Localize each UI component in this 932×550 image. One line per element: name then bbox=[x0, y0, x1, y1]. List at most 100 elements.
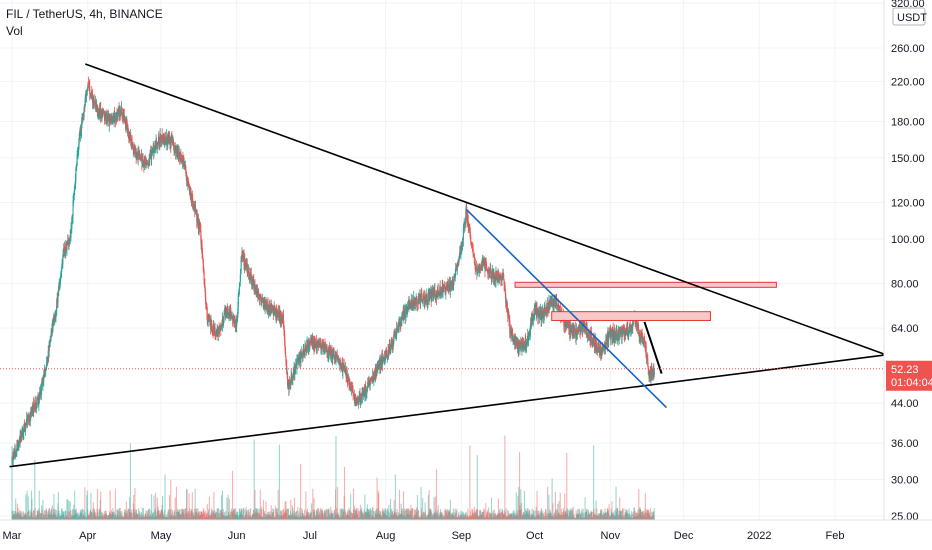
candle-body[interactable] bbox=[429, 293, 431, 300]
candle-body[interactable] bbox=[421, 298, 423, 303]
candle-body[interactable] bbox=[27, 418, 29, 422]
candle-body[interactable] bbox=[175, 149, 177, 152]
candle-body[interactable] bbox=[77, 150, 79, 154]
candle-body[interactable] bbox=[170, 139, 172, 146]
candle-body[interactable] bbox=[424, 296, 427, 301]
candle-body[interactable] bbox=[238, 291, 240, 295]
candle-body[interactable] bbox=[75, 167, 77, 180]
candle-body[interactable] bbox=[523, 346, 525, 348]
candle-body[interactable] bbox=[368, 383, 370, 387]
candle-body[interactable] bbox=[627, 334, 629, 336]
candle-body[interactable] bbox=[102, 113, 104, 117]
candle-body[interactable] bbox=[481, 261, 484, 269]
candle-body[interactable] bbox=[483, 260, 485, 262]
candle-body[interactable] bbox=[596, 344, 598, 348]
candle-body[interactable] bbox=[398, 320, 400, 331]
candle-body[interactable] bbox=[211, 326, 213, 330]
candle-body[interactable] bbox=[352, 394, 355, 396]
candle-body[interactable] bbox=[570, 326, 572, 333]
candle-body[interactable] bbox=[333, 348, 335, 356]
candle-body[interactable] bbox=[69, 240, 71, 242]
candle-body[interactable] bbox=[149, 153, 151, 157]
candle-body[interactable] bbox=[355, 403, 357, 406]
candle-body[interactable] bbox=[153, 146, 156, 149]
candle-body[interactable] bbox=[648, 376, 650, 378]
candle-body[interactable] bbox=[284, 351, 287, 356]
candle-body[interactable] bbox=[278, 311, 280, 320]
time-axis[interactable]: Mar Apr May Jun Jul Aug Sep Oct Nov Dec 2022 Feb bbox=[0, 519, 932, 550]
candle-body[interactable] bbox=[381, 355, 383, 364]
candle-body[interactable] bbox=[547, 303, 549, 309]
candle-body[interactable] bbox=[391, 343, 393, 345]
candle-body[interactable] bbox=[451, 281, 453, 283]
candle-body[interactable] bbox=[52, 321, 54, 328]
candle-body[interactable] bbox=[512, 339, 514, 341]
candle-body[interactable] bbox=[87, 82, 89, 88]
candle-body[interactable] bbox=[155, 141, 157, 149]
candle-body[interactable] bbox=[345, 369, 347, 378]
candle-body[interactable] bbox=[186, 172, 188, 181]
candle-body[interactable] bbox=[223, 311, 226, 315]
candle-body[interactable] bbox=[78, 144, 80, 151]
candle-body[interactable] bbox=[267, 306, 269, 313]
drawings[interactable] bbox=[0, 63, 887, 468]
candle-body[interactable] bbox=[252, 277, 254, 281]
candle-body[interactable] bbox=[469, 232, 471, 236]
candle-body[interactable] bbox=[13, 454, 15, 457]
candle-body[interactable] bbox=[55, 308, 57, 315]
candle-body[interactable] bbox=[501, 275, 503, 282]
candle-body[interactable] bbox=[21, 437, 23, 439]
candle-body[interactable] bbox=[393, 334, 395, 343]
candle-body[interactable] bbox=[95, 101, 97, 112]
candle-body[interactable] bbox=[400, 319, 402, 326]
candle-body[interactable] bbox=[128, 134, 130, 139]
candle-body[interactable] bbox=[532, 320, 534, 322]
candle-body[interactable] bbox=[144, 160, 147, 162]
candle-body[interactable] bbox=[534, 305, 536, 310]
candle-body[interactable] bbox=[258, 295, 261, 299]
candle-body[interactable] bbox=[286, 366, 288, 374]
candle-body[interactable] bbox=[246, 263, 248, 273]
candle-body[interactable] bbox=[461, 242, 463, 250]
candle-body[interactable] bbox=[525, 338, 527, 348]
candle-body[interactable] bbox=[74, 186, 76, 191]
candle-body[interactable] bbox=[324, 344, 326, 349]
candle-body[interactable] bbox=[158, 136, 160, 143]
candle-body[interactable] bbox=[398, 320, 401, 324]
candle-body[interactable] bbox=[473, 255, 475, 264]
candle-body[interactable] bbox=[255, 285, 257, 294]
candle-body[interactable] bbox=[302, 355, 304, 359]
candle-body[interactable] bbox=[354, 396, 356, 400]
candle-body[interactable] bbox=[71, 217, 73, 229]
candle-body[interactable] bbox=[207, 319, 209, 321]
candle-body[interactable] bbox=[487, 272, 489, 274]
candle-body[interactable] bbox=[338, 358, 340, 364]
candle-body[interactable] bbox=[553, 298, 555, 308]
candle-body[interactable] bbox=[46, 362, 48, 368]
candle-body[interactable] bbox=[81, 122, 83, 131]
candle-body[interactable] bbox=[465, 210, 467, 220]
candle-body[interactable] bbox=[644, 342, 646, 346]
candle-body[interactable] bbox=[348, 377, 350, 387]
candle-body[interactable] bbox=[153, 144, 155, 153]
candle-body[interactable] bbox=[468, 228, 470, 231]
candle-body[interactable] bbox=[21, 431, 23, 438]
candle-body[interactable] bbox=[271, 310, 274, 312]
candle-body[interactable] bbox=[126, 121, 128, 130]
candle-body[interactable] bbox=[97, 109, 99, 117]
candle-body[interactable] bbox=[631, 326, 633, 328]
candle-body[interactable] bbox=[48, 345, 50, 357]
candle-body[interactable] bbox=[640, 335, 642, 339]
candle-body[interactable] bbox=[464, 221, 466, 223]
candle-body[interactable] bbox=[206, 313, 208, 324]
candle-body[interactable] bbox=[578, 329, 580, 331]
candle-body[interactable] bbox=[479, 269, 481, 272]
candle-body[interactable] bbox=[495, 272, 497, 276]
candle-body[interactable] bbox=[632, 319, 634, 329]
candle-body[interactable] bbox=[406, 310, 408, 314]
candle-body[interactable] bbox=[208, 317, 210, 319]
candle-body[interactable] bbox=[189, 188, 191, 195]
candle-body[interactable] bbox=[395, 334, 397, 338]
candle-body[interactable] bbox=[86, 92, 88, 93]
candle-body[interactable] bbox=[384, 358, 386, 362]
